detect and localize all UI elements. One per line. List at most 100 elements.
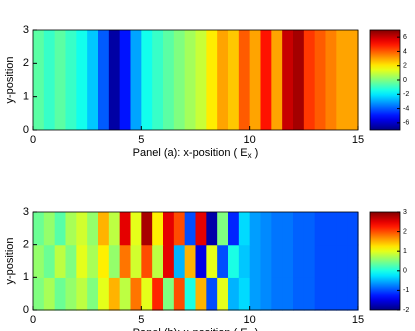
heat-cell (271, 30, 283, 130)
heat-cell (228, 212, 240, 246)
y-tick-label: 2 (23, 239, 29, 251)
y-tick-label: 1 (23, 271, 29, 283)
heat-cell (54, 244, 67, 278)
heat-cell (108, 244, 121, 278)
heat-cell (184, 277, 197, 311)
heat-cell (130, 30, 142, 130)
heat-cell (173, 212, 186, 246)
y-tick-label: 3 (23, 24, 29, 36)
heat-cell (314, 244, 327, 278)
heat-cell (173, 244, 186, 278)
colorbar-tick-label: -1 (403, 287, 409, 294)
heat-cell (303, 212, 316, 246)
heat-cell (98, 30, 110, 130)
heat-cell (293, 30, 305, 130)
heat-cell (87, 212, 99, 246)
heatmap (33, 30, 359, 130)
heat-cell (293, 277, 305, 311)
heat-cell (76, 30, 88, 130)
y-tick-label: 1 (23, 91, 29, 103)
x-axis-label-text: Panel (a): x-position ( E (133, 147, 248, 159)
x-tick-label: 15 (352, 134, 364, 146)
heat-cell (173, 277, 186, 311)
x-tick-label: 15 (352, 314, 364, 326)
heat-cell (217, 30, 229, 130)
heat-cell (271, 244, 283, 278)
heat-cell (87, 30, 99, 130)
heat-cell (206, 244, 218, 278)
heat-cell (141, 30, 153, 130)
heat-cell (108, 30, 121, 130)
colorbar-tick-label: 0 (403, 268, 407, 275)
heat-cell (108, 212, 121, 246)
heat-cell (325, 30, 337, 130)
heat-cell (98, 244, 110, 278)
x-axis-label: Panel (a): x-position ( Ex ) (133, 147, 259, 160)
heat-cell (108, 277, 121, 311)
heat-cell (130, 212, 142, 246)
x-axis-label: Panel (b): x-position ( Ey ) (133, 327, 259, 331)
x-tick-label: 5 (138, 134, 144, 146)
x-tick-label: 0 (30, 134, 36, 146)
heat-cell (65, 244, 77, 278)
heat-cell (141, 212, 153, 246)
heat-cell (119, 244, 132, 278)
heat-cell (303, 277, 316, 311)
heat-cell (325, 277, 337, 311)
heat-cell (238, 277, 251, 311)
colorbar-tick-label: -2 (403, 307, 409, 314)
heat-cell (65, 30, 77, 130)
heat-cell (152, 212, 164, 246)
heat-cell (98, 277, 110, 311)
heat-cell (271, 212, 283, 246)
heat-cell (206, 277, 218, 311)
heat-cell (152, 277, 164, 311)
heat-cell (54, 212, 67, 246)
heat-cell (43, 277, 56, 311)
heat-cell (228, 277, 240, 311)
heat-cell (282, 244, 294, 278)
heat-cell (336, 30, 348, 130)
heatmap (33, 212, 359, 311)
heat-cell (130, 244, 142, 278)
heat-cell (119, 277, 132, 311)
x-axis-label-text: Panel (b): x-position ( E (133, 327, 248, 331)
heat-cell (130, 277, 142, 311)
heat-cell (217, 277, 229, 311)
heat-cell (303, 244, 316, 278)
heat-cell (249, 30, 262, 130)
heat-cell (347, 30, 359, 130)
heat-cell (119, 30, 132, 130)
heat-cell (282, 277, 294, 311)
heat-cell (238, 212, 251, 246)
heat-cell (141, 277, 153, 311)
colorbar-tick-label: -4 (403, 105, 409, 112)
y-axis-label: y-position (4, 56, 16, 103)
heat-cell (206, 212, 218, 246)
heat-cell (119, 212, 132, 246)
heat-cell (33, 244, 45, 278)
heat-cell (163, 244, 175, 278)
heat-cell (336, 277, 348, 311)
heat-cell (282, 30, 294, 130)
heat-cell (347, 212, 359, 246)
heat-cell (249, 244, 262, 278)
colorbar-tick-label: -2 (403, 91, 409, 98)
heat-cell (43, 212, 56, 246)
heat-cell (163, 277, 175, 311)
x-axis-label-subscript: x (248, 151, 252, 160)
colorbar-tick-label: 4 (403, 48, 407, 55)
heat-cell (33, 277, 45, 311)
heat-cell (76, 212, 88, 246)
x-axis-label-end: ) (252, 147, 259, 159)
x-tick-label: 10 (244, 314, 256, 326)
heat-cell (33, 212, 45, 246)
heat-cell (87, 277, 99, 311)
heat-cell (65, 212, 77, 246)
y-axis-label: y-position (4, 237, 16, 284)
heat-cell (65, 277, 77, 311)
heat-cell (347, 277, 359, 311)
heat-cell (293, 244, 305, 278)
colorbar-tick-label: 6 (403, 34, 407, 41)
